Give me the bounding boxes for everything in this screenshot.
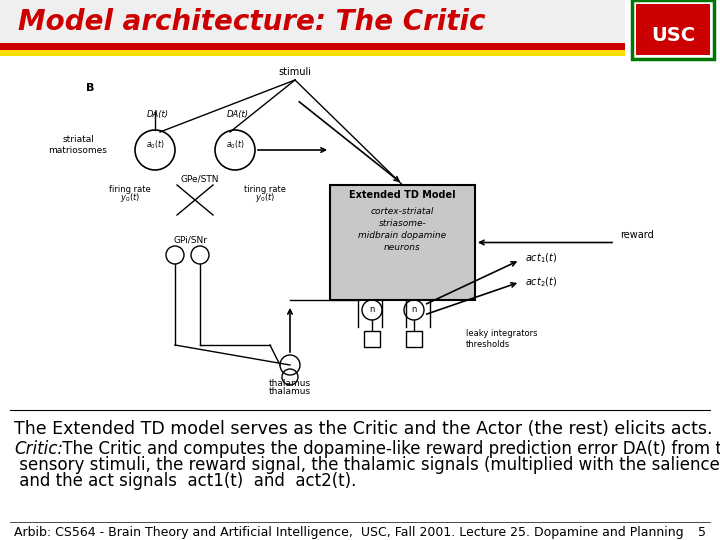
Text: n: n xyxy=(411,306,417,314)
Text: The Critic and computes the dopamine-like reward prediction error DA(t) from the: The Critic and computes the dopamine-lik… xyxy=(57,440,720,458)
Text: GPi/SNr: GPi/SNr xyxy=(173,235,207,245)
Bar xyxy=(636,4,710,55)
Bar xyxy=(0,50,625,56)
Bar xyxy=(632,0,714,59)
Bar xyxy=(0,0,625,43)
Text: DA(t): DA(t) xyxy=(147,111,169,119)
Text: leaky integrators
thresholds: leaky integrators thresholds xyxy=(466,329,538,349)
Text: DA(t): DA(t) xyxy=(227,111,249,119)
Text: $y_0(t)$: $y_0(t)$ xyxy=(255,192,275,205)
Text: reward: reward xyxy=(620,230,654,240)
Text: midbrain dopamine: midbrain dopamine xyxy=(359,231,446,240)
Text: $a_0(t)$: $a_0(t)$ xyxy=(225,139,244,151)
Text: n: n xyxy=(369,306,374,314)
Text: and the act signals  act1(t)  and  act2(t).: and the act signals act1(t) and act2(t). xyxy=(14,472,356,490)
Text: Extended TD Model: Extended TD Model xyxy=(349,190,456,200)
Text: The Extended TD model serves as the Critic and the Actor (the rest) elicits acts: The Extended TD model serves as the Crit… xyxy=(14,420,713,438)
Bar xyxy=(406,331,422,347)
Text: B: B xyxy=(86,83,94,93)
Bar xyxy=(364,331,380,347)
Text: GPe/STN: GPe/STN xyxy=(181,174,220,184)
Text: Critic:: Critic: xyxy=(14,440,63,458)
Text: neurons: neurons xyxy=(384,242,421,252)
Text: $act_2(t)$: $act_2(t)$ xyxy=(525,275,557,289)
Text: sensory stimuli, the reward signal, the thalamic signals (multiplied with the sa: sensory stimuli, the reward signal, the … xyxy=(14,456,720,474)
Text: Arbib: CS564 - Brain Theory and Artificial Intelligence,  USC, Fall 2001. Lectur: Arbib: CS564 - Brain Theory and Artifici… xyxy=(14,526,683,539)
Text: thalamus: thalamus xyxy=(269,388,311,396)
Text: stimuli: stimuli xyxy=(279,67,312,77)
Text: $a_0(t)$: $a_0(t)$ xyxy=(145,139,164,151)
Text: Model architecture: The Critic: Model architecture: The Critic xyxy=(18,8,485,36)
Text: $act_1(t)$: $act_1(t)$ xyxy=(525,251,557,265)
Text: thalamus: thalamus xyxy=(269,379,311,388)
Bar xyxy=(0,43,625,50)
Text: USC: USC xyxy=(651,26,695,45)
Text: striasome-: striasome- xyxy=(379,219,426,227)
Text: $y_0(t)$: $y_0(t)$ xyxy=(120,192,140,205)
Text: cortex-striatal: cortex-striatal xyxy=(371,206,434,215)
Text: striatal
matriosomes: striatal matriosomes xyxy=(48,136,107,154)
Text: tiring rate: tiring rate xyxy=(244,186,286,194)
Text: firing rate: firing rate xyxy=(109,186,151,194)
Text: 5: 5 xyxy=(698,526,706,539)
Bar xyxy=(330,185,475,300)
